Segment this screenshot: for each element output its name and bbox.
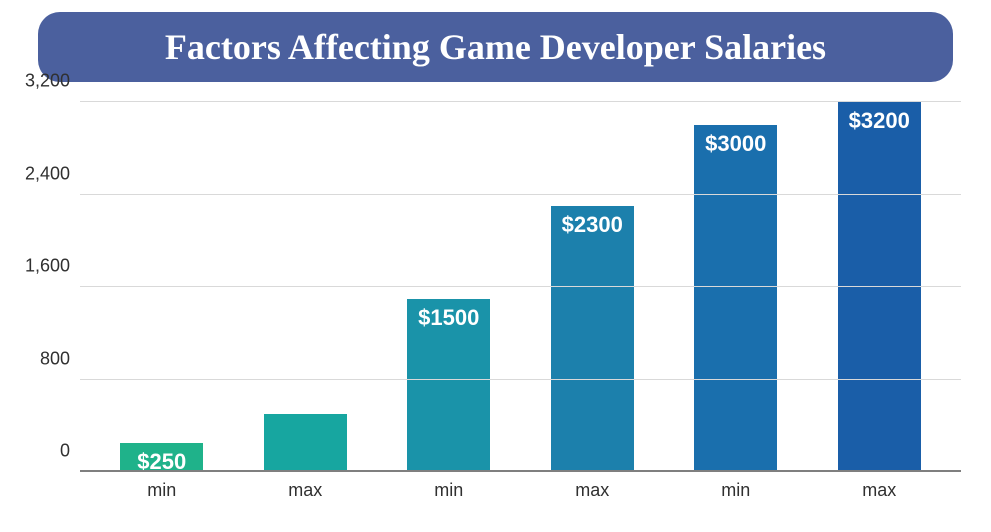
gridline: [80, 379, 961, 380]
bar-slot: $250: [90, 102, 234, 472]
x-tick-label: max: [808, 472, 952, 512]
chart-title-text: Factors Affecting Game Developer Salarie…: [165, 27, 826, 67]
bar-value-label: $3000: [705, 131, 766, 157]
bar-value-label: $500: [281, 384, 330, 410]
y-tick-label: 0: [60, 441, 80, 462]
bar-slot: $1500: [377, 102, 521, 472]
x-tick-label: max: [234, 472, 378, 512]
bar: $3200: [838, 102, 921, 472]
bar: $250: [120, 443, 203, 472]
y-tick-label: 3,200: [25, 71, 80, 92]
chart-title-banner: Factors Affecting Game Developer Salarie…: [38, 12, 953, 82]
gridline: [80, 101, 961, 102]
x-tick-label: min: [90, 472, 234, 512]
bar-value-label: $1500: [418, 305, 479, 331]
bar-slot: $3000: [664, 102, 808, 472]
bar: $1500: [407, 299, 490, 472]
bars-group: $250 $500 $1500 $2300 $3000 $3200: [80, 102, 961, 472]
y-tick-label: 800: [40, 348, 80, 369]
x-axis-labels: minmaxminmaxminmax: [80, 472, 961, 512]
bar-slot: $2300: [521, 102, 665, 472]
gridline: [80, 286, 961, 287]
plot-region: $250$500$1500$2300$3000$3200 08001,6002,…: [80, 102, 961, 472]
y-tick-label: 1,600: [25, 256, 80, 277]
bar: $500: [264, 414, 347, 472]
bar-slot: $3200: [808, 102, 952, 472]
bar-value-label: $3200: [849, 108, 910, 134]
x-tick-label: min: [377, 472, 521, 512]
y-tick-label: 2,400: [25, 163, 80, 184]
bar-slot: $500: [234, 102, 378, 472]
chart-area: $250$500$1500$2300$3000$3200 08001,6002,…: [80, 92, 961, 512]
x-tick-label: max: [521, 472, 665, 512]
bar: $2300: [551, 206, 634, 472]
bar-value-label: $2300: [562, 212, 623, 238]
bar: $3000: [694, 125, 777, 472]
x-tick-label: min: [664, 472, 808, 512]
chart-container: Factors Affecting Game Developer Salarie…: [0, 0, 991, 532]
gridline: [80, 194, 961, 195]
